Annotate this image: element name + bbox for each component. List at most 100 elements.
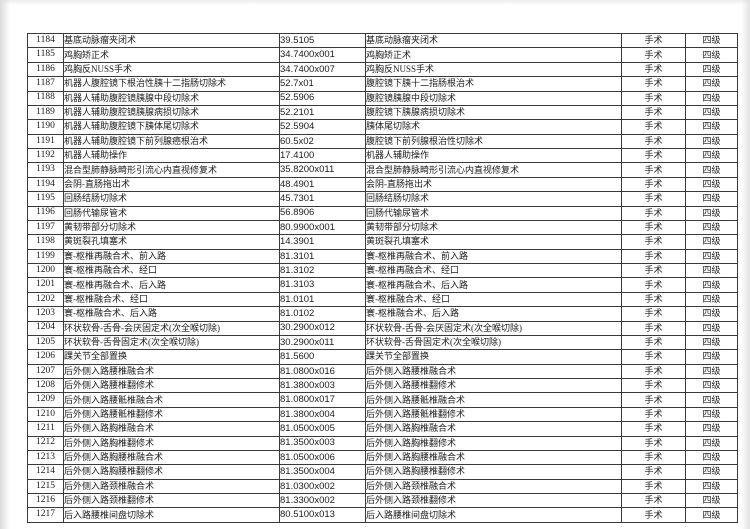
cell-procedure-name: 回肠代输尿管术	[63, 205, 280, 221]
cell-procedure-name-alt: 基底动脉瘤夹闭术	[365, 32, 622, 49]
cell-grade-level: 四级	[685, 349, 738, 365]
table-row: 1206 踝关节全部置换 81.5600 踝关节全部置换 手术 四级	[27, 349, 738, 365]
cell-procedure-name: 环状软骨-舌骨-会厌固定术(次全喉切除)	[63, 320, 280, 336]
cell-procedure-code: 52.7x01	[279, 76, 366, 92]
cell-procedure-name: 混合型肺静脉畸形引流心内直视修复术	[63, 162, 280, 178]
cell-grade-level: 四级	[685, 191, 738, 207]
cell-procedure-name-alt: 黄斑裂孔填塞术	[365, 234, 622, 250]
cell-category: 手术	[621, 234, 686, 250]
cell-procedure-code: 48.4901	[279, 176, 366, 193]
cell-procedure-name: 后外侧入路胸腰椎翻修术	[63, 464, 280, 480]
cell-grade-level: 四级	[685, 464, 738, 480]
cell-procedure-code: 81.3300x002	[279, 492, 366, 509]
cell-procedure-name-alt: 寰-枢椎再融合术、后入路	[365, 277, 622, 293]
table-row: 1189 机器人辅助腹腔镜胰腺病损切除术 52.2101 腹腔镜下胰腺病损切除术…	[27, 104, 738, 121]
cell-procedure-code: 81.0500x005	[279, 421, 366, 437]
cell-procedure-code: 81.0300x002	[279, 478, 366, 495]
cell-category: 手术	[621, 262, 686, 279]
cell-procedure-code: 81.3101	[279, 248, 366, 265]
cell-procedure-name-alt: 寰-枢椎融合术、经口	[365, 291, 622, 308]
table-row: 1211 后外侧入路胸椎融合术 81.0500x005 后外侧入路胸椎融合术 手…	[27, 421, 738, 437]
cell-category: 手术	[621, 478, 686, 495]
cell-row-number: 1194	[27, 176, 64, 193]
cell-row-number: 1215	[27, 478, 64, 495]
cell-row-number: 1193	[27, 162, 64, 178]
cell-row-number: 1209	[27, 392, 64, 408]
table-row: 1209 后外侧入路腰骶椎融合术 81.0800x017 后外侧入路腰骶椎融合术…	[27, 392, 738, 408]
cell-procedure-code: 52.2101	[279, 104, 366, 121]
cell-category: 手术	[621, 47, 686, 63]
cell-procedure-name-alt: 腹腔镜下胰腺病损切除术	[365, 104, 622, 121]
cell-procedure-name: 寰-枢椎再融合术、后入路	[63, 277, 280, 293]
cell-procedure-code: 52.5904	[279, 119, 366, 135]
cell-procedure-name: 后外侧入路胸椎翻修术	[63, 435, 280, 451]
cell-procedure-name: 寰-枢椎再融合术、前入路	[63, 248, 280, 265]
cell-category: 手术	[621, 464, 686, 480]
procedure-table: 1184 基底动脉瘤夹闭术 39.5105 基底动脉瘤夹闭术 手术 四级 118…	[27, 32, 738, 523]
cell-procedure-name: 后入路腰椎间盘切除术	[63, 507, 280, 523]
cell-category: 手术	[621, 219, 686, 236]
cell-procedure-name-alt: 后入路腰椎间盘切除术	[365, 507, 622, 523]
cell-procedure-code: 81.3800x003	[279, 377, 366, 394]
cell-category: 手术	[621, 248, 686, 265]
cell-procedure-name-alt: 鸡胸反NUSS手术	[365, 61, 622, 78]
cell-category: 手术	[621, 507, 686, 523]
cell-grade-level: 四级	[685, 320, 738, 336]
cell-grade-level: 四级	[685, 248, 738, 265]
table-row: 1186 鸡胸反NUSS手术 34.7400x007 鸡胸反NUSS手术 手术 …	[27, 61, 738, 78]
cell-procedure-code: 81.3800x004	[279, 406, 366, 423]
table-row: 1197 黄韧带部分切除术 80.9900x001 黄韧带部分切除术 手术 四级	[27, 219, 738, 236]
cell-procedure-code: 14.3901	[279, 234, 366, 250]
cell-procedure-name-alt: 寰-枢椎融合术、后入路	[365, 306, 622, 322]
cell-grade-level: 四级	[685, 219, 738, 236]
cell-grade-level: 四级	[685, 119, 738, 135]
cell-category: 手术	[621, 277, 686, 293]
cell-procedure-name-alt: 后外侧入路腰骶椎融合术	[365, 392, 622, 408]
cell-row-number: 1195	[27, 191, 64, 207]
cell-grade-level: 四级	[685, 205, 738, 221]
cell-procedure-name: 寰-枢椎融合术、后入路	[63, 306, 280, 322]
cell-grade-level: 四级	[685, 421, 738, 437]
cell-category: 手术	[621, 133, 686, 150]
cell-procedure-name: 基底动脉瘤夹闭术	[63, 32, 280, 49]
cell-procedure-name-alt: 腹腔镜下胰十二指肠根治术	[365, 76, 622, 92]
cell-procedure-name: 鸡胸反NUSS手术	[63, 61, 280, 78]
cell-row-number: 1199	[27, 248, 64, 265]
cell-row-number: 1216	[27, 492, 64, 509]
table-row: 1199 寰-枢椎再融合术、前入路 81.3101 寰-枢椎再融合术、前入路 手…	[27, 248, 738, 265]
table-row: 1202 寰-枢椎融合术、经口 81.0101 寰-枢椎融合术、经口 手术 四级	[27, 291, 738, 308]
table-row: 1184 基底动脉瘤夹闭术 39.5105 基底动脉瘤夹闭术 手术 四级	[27, 32, 738, 49]
cell-category: 手术	[621, 492, 686, 509]
table-row: 1198 黄斑裂孔填塞术 14.3901 黄斑裂孔填塞术 手术 四级	[27, 234, 738, 250]
table-row: 1200 寰-枢椎再融合术、经口 81.3102 寰-枢椎再融合术、经口 手术 …	[27, 262, 738, 279]
cell-procedure-name: 寰-枢椎融合术、经口	[63, 291, 280, 308]
cell-procedure-code: 81.0500x006	[279, 449, 366, 466]
cell-procedure-name: 环状软骨-舌骨固定术(次全喉切除)	[63, 334, 280, 351]
cell-procedure-name: 后外侧入路胸腰椎融合术	[63, 449, 280, 466]
cell-category: 手术	[621, 162, 686, 178]
cell-grade-level: 四级	[685, 435, 738, 451]
cell-procedure-name-alt: 环状软骨-舌骨固定术(次全喉切除)	[365, 334, 622, 351]
cell-category: 手术	[621, 320, 686, 336]
cell-procedure-name-alt: 胰体尾切除术	[365, 119, 622, 135]
cell-procedure-name: 黄斑裂孔填塞术	[63, 234, 280, 250]
cell-row-number: 1186	[27, 61, 64, 78]
cell-row-number: 1207	[27, 363, 64, 380]
cell-row-number: 1214	[27, 464, 64, 480]
cell-row-number: 1210	[27, 406, 64, 423]
cell-grade-level: 四级	[685, 133, 738, 150]
cell-procedure-name: 机器人辅助操作	[63, 147, 280, 164]
page-edge-shadow-left	[0, 0, 10, 529]
cell-row-number: 1189	[27, 104, 64, 121]
cell-procedure-name-alt: 寰-枢椎再融合术、经口	[365, 262, 622, 279]
cell-procedure-name-alt: 混合型肺静脉畸形引流心内直视修复术	[365, 162, 622, 178]
cell-procedure-name-alt: 会阴-直肠拖出术	[365, 176, 622, 193]
cell-procedure-code: 60.5x02	[279, 133, 366, 150]
cell-procedure-name: 鸡胸矫正术	[63, 47, 280, 63]
cell-procedure-name-alt: 后外侧入路胸腰椎融合术	[365, 449, 622, 466]
table-row: 1195 回肠结肠切除术 45.7301 回肠结肠切除术 手术 四级	[27, 191, 738, 207]
cell-procedure-name: 机器人辅助腹腔镜下胰体尾切除术	[63, 119, 280, 135]
cell-row-number: 1190	[27, 119, 64, 135]
cell-procedure-name-alt: 回肠代输尿管术	[365, 205, 622, 221]
cell-grade-level: 四级	[685, 478, 738, 495]
